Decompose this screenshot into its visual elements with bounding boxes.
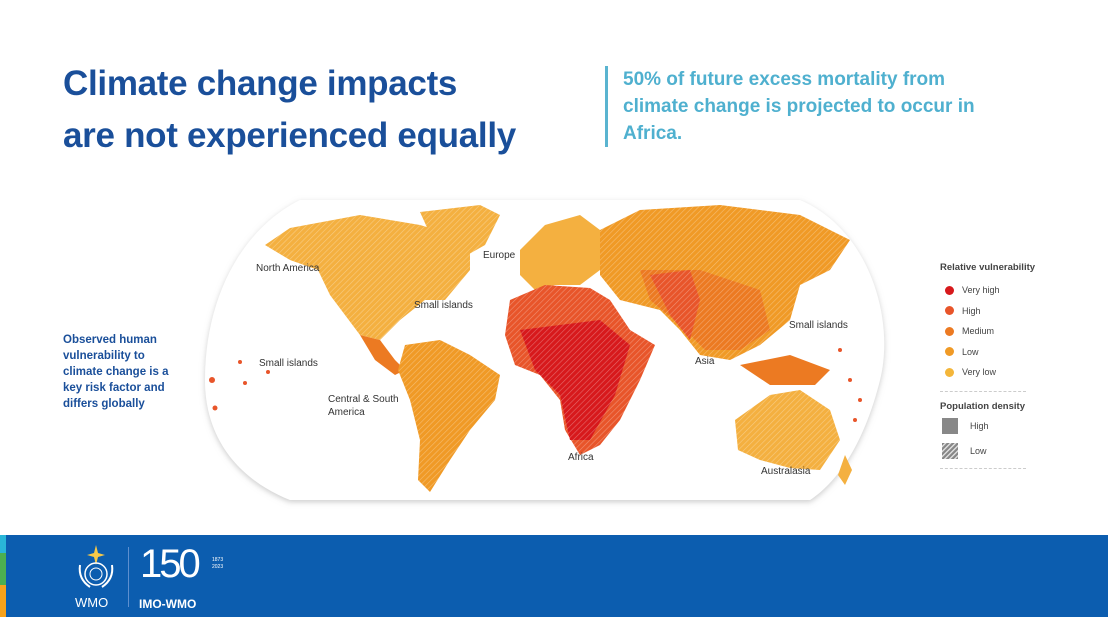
side-note: Observed human vulnerability to climate … (63, 334, 169, 410)
label-asia: Asia (695, 356, 715, 367)
legend-label: High (970, 421, 989, 431)
legend-item-low: Low (940, 342, 1060, 363)
label-europe: Europe (483, 250, 516, 261)
legend-density-title: Population density (940, 400, 1025, 412)
new-zealand-shape (838, 455, 852, 485)
hatched-swatch (942, 443, 958, 459)
label-small-islands-pacific: Small islands (259, 358, 318, 369)
strip-green (0, 553, 6, 585)
legend-label: Low (962, 346, 979, 357)
legend-item-density-low: Low (940, 439, 1060, 464)
legend-label: Very high (962, 285, 1000, 296)
legend-item-medium: Medium (940, 321, 1060, 342)
europe-shape (520, 215, 600, 290)
strip-cyan (0, 535, 6, 553)
legend-label: High (962, 305, 981, 316)
low-swatch (945, 347, 954, 357)
legend-item-very-low: Very low (940, 362, 1060, 383)
key-statistic-quote: 50% of future excess mortality from clim… (605, 66, 983, 147)
label-australasia: Australasia (761, 466, 811, 477)
legend-label: Low (970, 446, 987, 456)
logo-divider (128, 547, 129, 607)
legend-label: Medium (962, 326, 995, 337)
label-small-islands-atlantic: Small islands (414, 300, 473, 311)
anniversary-text: IMO-WMO (139, 597, 197, 611)
label-africa: Africa (568, 452, 594, 463)
legend-item-high: High (940, 301, 1060, 322)
anniversary-number: 150 (140, 542, 201, 586)
legend-item-density-high: High (940, 414, 1060, 439)
slide-title: Climate change impacts are not experienc… (63, 58, 516, 162)
pacific-islands (209, 348, 862, 422)
southeast-asia-islands-shape (740, 355, 830, 385)
central-america-shape (360, 335, 405, 375)
legend-item-very-high: Very high (940, 280, 1060, 301)
label-north-america: North America (256, 263, 320, 274)
very-high-swatch (945, 285, 954, 295)
legend-divider (940, 390, 1026, 392)
legend-vulnerability-title: Relative vulnerability (940, 262, 1036, 273)
legend-label: Very low (962, 367, 997, 378)
footer-bar: WMO 150 1873 2023 IMO-WMO (0, 535, 1108, 617)
map-legend: Relative vulnerability Very high High Me… (940, 262, 1060, 478)
anniversary-years: 1873 2023 (212, 557, 224, 570)
medium-swatch (945, 326, 954, 336)
wmo-logo-text: WMO (75, 595, 109, 610)
strip-orange (0, 585, 6, 617)
solid-swatch (942, 418, 958, 434)
very-low-swatch (945, 367, 954, 377)
legend-divider (940, 467, 1026, 469)
title-line-2: are not experienced equally (63, 116, 516, 155)
high-swatch (945, 306, 954, 316)
title-line-1: Climate change impacts (63, 64, 458, 103)
wmo-emblem-icon (78, 545, 114, 588)
label-central-south-america: Central & South America (328, 394, 399, 418)
label-small-islands-asia: Small islands (789, 320, 848, 331)
